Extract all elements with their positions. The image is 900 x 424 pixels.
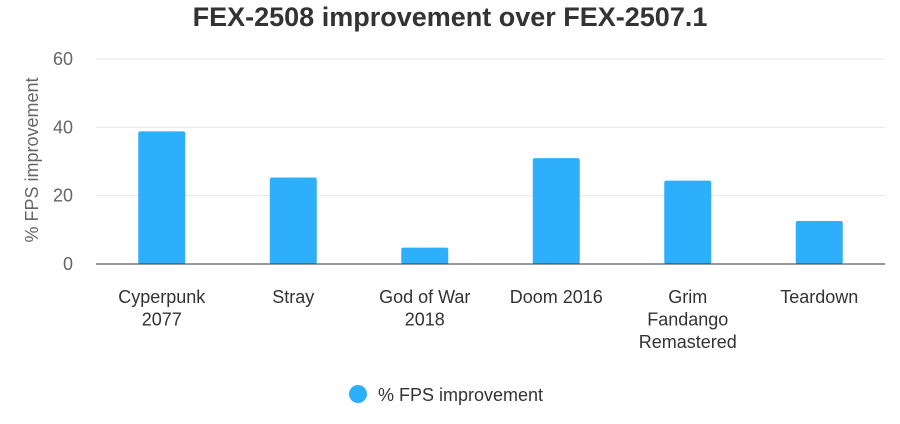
bar [664, 180, 712, 264]
legend[interactable]: % FPS improvement [349, 385, 543, 405]
legend-label: % FPS improvement [378, 385, 543, 405]
y-tick-label: 60 [53, 49, 73, 69]
gridlines [96, 58, 885, 197]
x-tick-label: God of War 2018 [379, 287, 470, 330]
bars [138, 131, 843, 264]
legend-marker [349, 385, 367, 403]
bar [401, 247, 449, 264]
bar [269, 177, 317, 264]
bar [532, 158, 580, 264]
y-tick-label: 0 [63, 254, 73, 274]
x-tick-label: Stray [272, 287, 314, 307]
y-axis-ticks: 0 20 40 60 [53, 49, 73, 274]
x-axis-ticks: Cyperpunk 2077 Stray God of War 2018 Doom 201… [118, 287, 858, 352]
y-axis-label: % FPS improvement [22, 77, 42, 242]
x-tick-label: Teardown [780, 287, 858, 307]
chart-title: FEX-2508 improvement over FEX-2507.1 [193, 2, 708, 32]
x-tick-label: Grim Fandango Remastered [639, 287, 737, 352]
y-tick-label: 20 [53, 186, 73, 206]
x-tick-label: Doom 2016 [510, 287, 603, 307]
y-tick-label: 40 [53, 117, 73, 137]
x-tick-label: Cyperpunk 2077 [118, 287, 206, 330]
bar [795, 220, 843, 264]
bar [138, 131, 186, 264]
